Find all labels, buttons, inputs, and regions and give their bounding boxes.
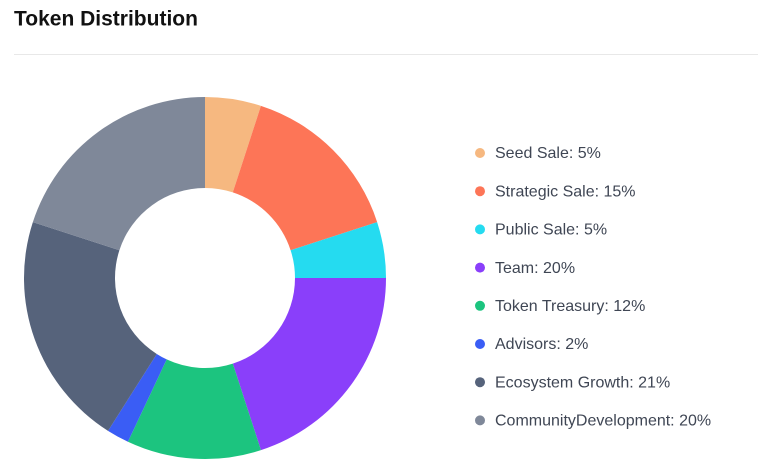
donut-slice: [23, 222, 157, 431]
legend-marker: [475, 339, 485, 349]
donut-slice: [32, 96, 206, 251]
donut-slice: [108, 353, 167, 442]
donut-slice: [127, 359, 261, 459]
legend-label: Seed Sale: 5%: [495, 145, 601, 162]
donut-slice: [290, 222, 386, 278]
legend-label: Token Treasury: 12%: [495, 298, 645, 315]
legend-label: Public Sale: 5%: [495, 222, 607, 239]
legend-marker: [475, 300, 485, 311]
legend-marker: [475, 186, 485, 197]
legend-label: Team: 20%: [495, 260, 575, 277]
legend-marker: [475, 148, 485, 158]
donut-slice: [232, 105, 378, 251]
donut-slice: [232, 278, 386, 451]
chart-title: Token Distribution: [14, 8, 198, 31]
legend-marker: [475, 415, 485, 426]
legend-label: Advisors: 2%: [495, 336, 588, 353]
legend-marker: [475, 262, 485, 273]
legend-marker: [475, 377, 485, 388]
legend-label: CommunityDevelopment: 20%: [495, 413, 711, 430]
donut-slice: [205, 97, 261, 193]
legend-label: Ecosystem Growth: 21%: [495, 374, 670, 391]
legend-marker: [475, 224, 485, 235]
legend-label: Strategic Sale: 15%: [495, 183, 636, 200]
